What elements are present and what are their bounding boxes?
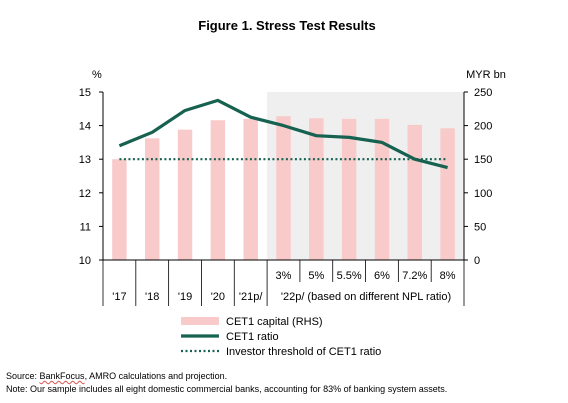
projection-group-label: '22p/ (based on different NPL ratio) bbox=[281, 291, 451, 303]
category-label: '21p/ bbox=[239, 291, 263, 303]
cet1-ratio-line bbox=[118, 98, 448, 170]
left-tick-label: 10 bbox=[79, 255, 91, 267]
cet1-capital-bar bbox=[112, 159, 127, 260]
cet1-capital-bar bbox=[407, 124, 422, 260]
cet1-capital-bar bbox=[177, 129, 193, 260]
axes bbox=[102, 92, 465, 261]
category-label: '20 bbox=[211, 291, 225, 303]
cet1-capital-bar bbox=[243, 118, 258, 260]
cet1-capital-bar bbox=[276, 116, 291, 260]
left-tick-label: 14 bbox=[79, 121, 91, 133]
category-label: 8% bbox=[440, 270, 456, 282]
chart-title: Figure 1. Stress Test Results bbox=[198, 18, 376, 33]
left-axis-ticks: 10 11 12 13 14 15 bbox=[79, 87, 103, 267]
cet1-capital-bar bbox=[341, 118, 357, 260]
legend: CET1 capital (RHS) CET1 ratio Investor thr… bbox=[181, 316, 381, 358]
right-axis-unit: MYR bn bbox=[466, 69, 506, 81]
category-label: 7.2% bbox=[402, 270, 427, 282]
cet1-capital-bar bbox=[440, 128, 455, 260]
cet1-capital-bar bbox=[210, 120, 226, 260]
left-tick-label: 13 bbox=[79, 154, 91, 166]
right-tick-label: 200 bbox=[474, 121, 492, 133]
legend-label: CET1 ratio bbox=[226, 331, 279, 343]
category-label: '19 bbox=[178, 291, 192, 303]
right-tick-label: 250 bbox=[474, 87, 492, 99]
left-axis-unit: % bbox=[92, 69, 102, 81]
left-tick-label: 11 bbox=[80, 221, 91, 233]
source-note: Source: BankFocus, AMRO calculations and… bbox=[6, 371, 228, 381]
right-tick-label: 150 bbox=[474, 154, 492, 166]
legend-label: Investor threshold of CET1 ratio bbox=[226, 346, 381, 358]
projection-shaded-region bbox=[267, 92, 464, 260]
sample-note: Note: Our sample includes all eight dome… bbox=[6, 384, 448, 394]
shaded-region bbox=[267, 92, 464, 260]
right-tick-label: 50 bbox=[474, 221, 486, 233]
category-label: 6% bbox=[374, 270, 390, 282]
cet1-capital-bar bbox=[309, 118, 324, 260]
cet1-capital-bar bbox=[374, 118, 390, 260]
category-label: 5.5% bbox=[337, 270, 362, 282]
legend-label: CET1 capital (RHS) bbox=[226, 316, 323, 328]
cet1-capital-bars bbox=[112, 116, 455, 260]
cet1-capital-bar bbox=[145, 138, 160, 260]
legend-swatch-capital bbox=[181, 317, 219, 325]
ratio-line bbox=[118, 98, 448, 170]
right-axis-ticks: 0 50 100 150 200 250 bbox=[464, 87, 492, 267]
right-tick-label: 0 bbox=[474, 255, 480, 267]
left-tick-label: 12 bbox=[79, 188, 91, 200]
left-tick-label: 15 bbox=[79, 87, 91, 99]
category-label: 5% bbox=[308, 270, 324, 282]
right-tick-label: 100 bbox=[474, 188, 492, 200]
category-labels: '17 '18 '19 '20 '21p/3% 5% 5.5% 6% 7.2% 8% bbox=[102, 260, 465, 306]
category-label: 3% bbox=[276, 270, 292, 282]
category-label: '18 bbox=[145, 291, 159, 303]
category-label: '17 bbox=[112, 291, 126, 303]
